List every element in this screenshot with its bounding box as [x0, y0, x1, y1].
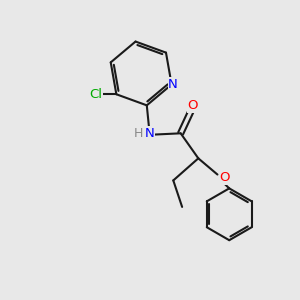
Text: N: N — [168, 78, 178, 91]
Text: O: O — [220, 171, 230, 184]
Text: H: H — [134, 127, 143, 140]
Text: O: O — [187, 99, 198, 112]
Text: N: N — [144, 127, 154, 140]
Text: Cl: Cl — [89, 88, 102, 101]
